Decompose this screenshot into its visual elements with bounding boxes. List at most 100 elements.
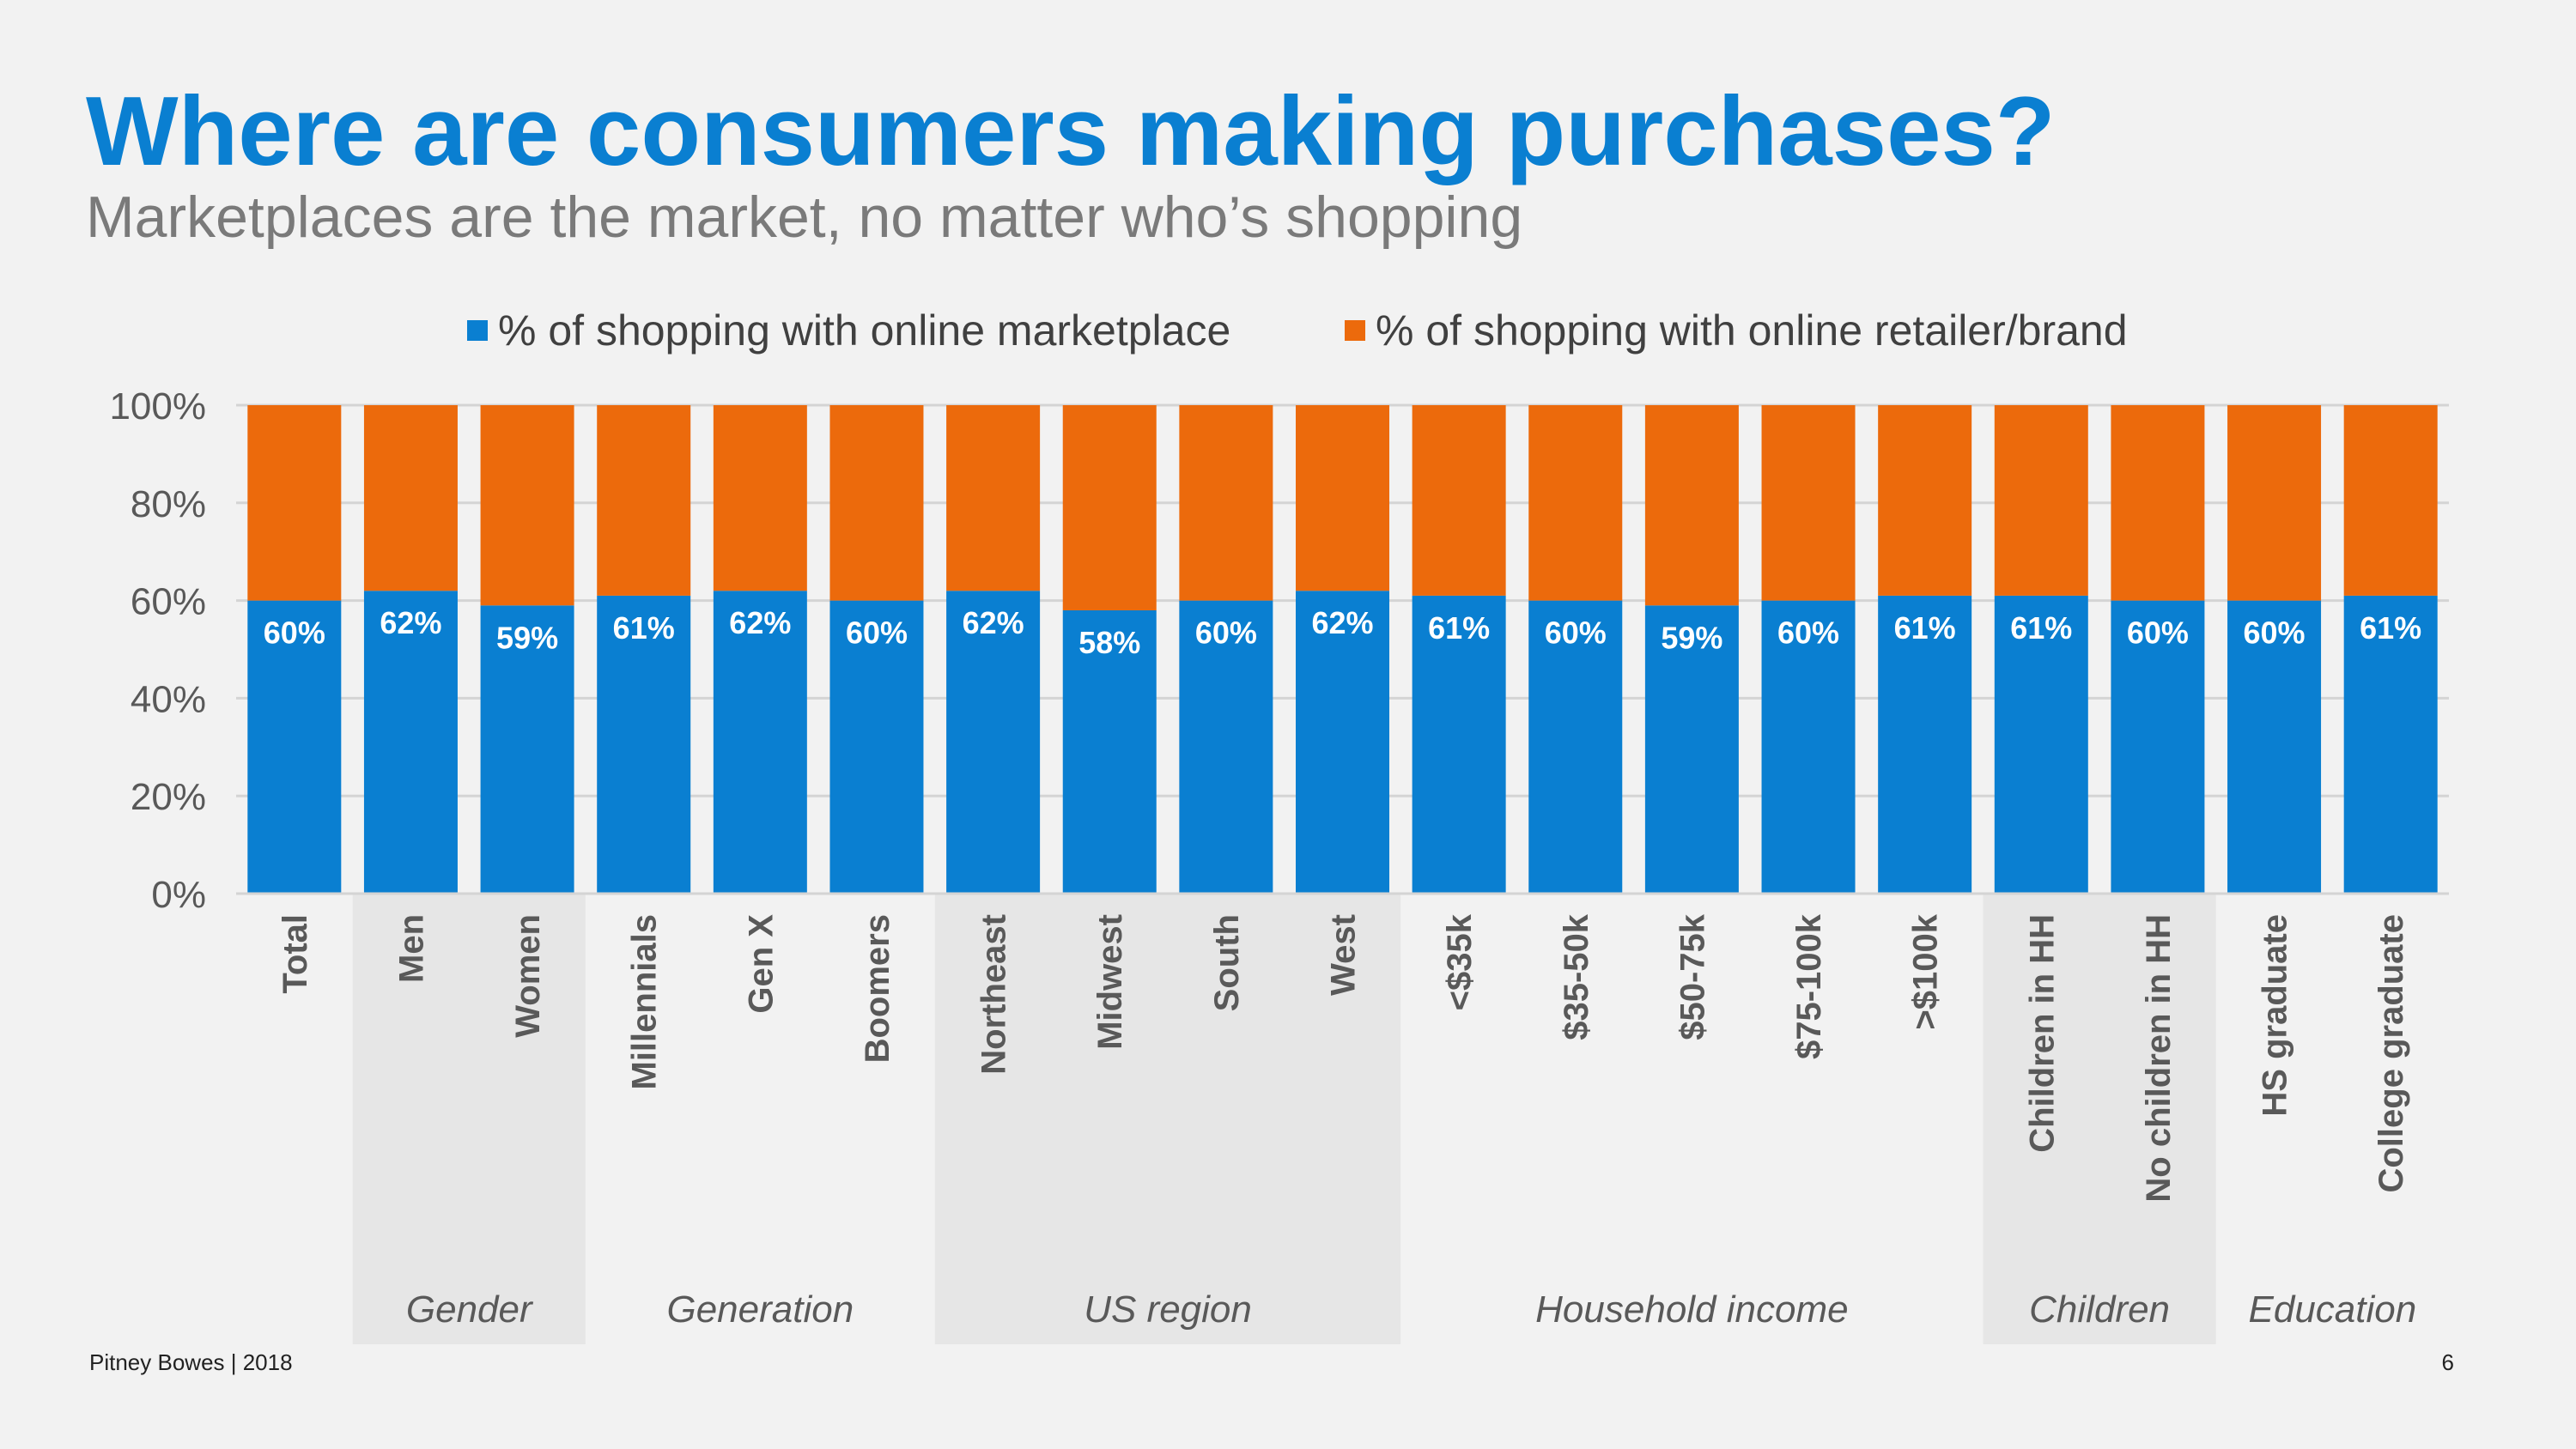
legend-label-marketplace: % of shopping with online marketplace [498, 306, 1231, 355]
x-tick-label: Children in HH [2023, 914, 2061, 1153]
bar-marketplace [363, 591, 458, 894]
bar-retailer [1179, 405, 1273, 601]
data-label: 60% [2127, 615, 2189, 651]
y-tick-label: 60% [131, 581, 206, 623]
bar-marketplace [2343, 595, 2438, 894]
bar-retailer [1412, 405, 1506, 596]
group-band-1 [352, 894, 586, 1344]
bar-marketplace [1761, 600, 1856, 894]
bar-retailer [713, 405, 807, 591]
data-label: 60% [846, 615, 908, 651]
bar-marketplace [247, 600, 342, 894]
group-label: Gender [406, 1288, 534, 1331]
bar-marketplace [2111, 600, 2205, 894]
bar-marketplace [1062, 609, 1157, 894]
data-label: 60% [2244, 615, 2306, 651]
data-label: 60% [1777, 615, 1839, 651]
data-label: 58% [1078, 625, 1140, 660]
bar-marketplace [480, 605, 574, 894]
data-label: 62% [963, 605, 1024, 640]
data-label: 62% [1311, 605, 1373, 640]
x-tick-label: <$35k [1441, 913, 1479, 1010]
bar-marketplace [1994, 595, 2088, 894]
bar-marketplace [2227, 600, 2322, 894]
x-tick-label: Millennials [626, 914, 664, 1090]
bar-retailer [2227, 405, 2322, 601]
x-tick-label: >$100k [1907, 913, 1945, 1029]
group-band-3 [934, 894, 1401, 1344]
x-tick-label: Midwest [1091, 914, 1129, 1050]
data-label: 60% [1195, 615, 1257, 651]
bar-marketplace [1412, 595, 1506, 894]
x-tick-label: Women [509, 914, 547, 1038]
bar-retailer [363, 405, 458, 591]
legend-swatch-retailer [1345, 320, 1365, 341]
data-label: 61% [1894, 610, 1956, 646]
legend-item-retailer: % of shopping with online retailer/brand [1345, 306, 2128, 355]
bar-marketplace [946, 591, 1041, 894]
x-tick-label: Total [276, 914, 314, 994]
group-band-5 [1983, 894, 2216, 1344]
x-tick-label: $50-75k [1674, 913, 1711, 1040]
bar-marketplace [597, 595, 691, 894]
bar-retailer [1761, 405, 1856, 601]
bar-marketplace [1878, 595, 1972, 894]
x-tick-label: College graduate [2372, 914, 2410, 1193]
y-tick-label: 0% [151, 874, 206, 916]
y-tick-label: 80% [131, 483, 206, 525]
x-tick-label: Northeast [975, 914, 1013, 1075]
bar-retailer [1644, 405, 1739, 606]
x-tick-label: $35-50k [1558, 913, 1595, 1040]
bar-marketplace [1296, 591, 1389, 894]
data-label: 60% [264, 615, 325, 651]
y-tick-label: 40% [131, 678, 206, 720]
bar-retailer [1878, 405, 1972, 596]
x-tick-label: HS graduate [2257, 914, 2294, 1117]
data-label: 62% [380, 605, 441, 640]
bar-retailer [2343, 405, 2438, 596]
group-label: Education [2249, 1288, 2417, 1331]
bar-marketplace [1528, 600, 1623, 894]
y-tick-label: 20% [131, 776, 206, 818]
legend-swatch-marketplace [467, 320, 488, 341]
x-tick-label: Boomers [859, 914, 896, 1063]
x-tick-label: No children in HH [2140, 914, 2178, 1203]
group-label: Generation [666, 1288, 854, 1331]
footer-source: Pitney Bowes | 2018 [89, 1349, 293, 1375]
bar-retailer [1994, 405, 2088, 596]
x-tick-label: Men [392, 914, 430, 983]
data-label: 61% [1428, 610, 1490, 646]
bar-marketplace [829, 600, 924, 894]
data-label: 61% [2010, 610, 2072, 646]
bar-retailer [480, 405, 574, 606]
footer-page-number: 6 [2441, 1349, 2454, 1375]
bar-retailer [1296, 405, 1389, 591]
bar-retailer [829, 405, 924, 601]
group-band-6 [2215, 894, 2449, 1344]
data-label: 59% [1661, 620, 1722, 655]
bar-retailer [597, 405, 691, 596]
data-label: 60% [1545, 615, 1607, 651]
bar-retailer [946, 405, 1041, 591]
x-tick-label: Gen X [742, 914, 780, 1014]
x-tick-label: West [1325, 914, 1363, 996]
x-tick-label: $75-100k [1790, 913, 1828, 1059]
chart-legend: % of shopping with online marketplace % … [0, 306, 2576, 357]
legend-label-retailer: % of shopping with online retailer/brand [1376, 306, 2128, 355]
bar-marketplace [1179, 600, 1273, 894]
page-title: Where are consumers making purchases? [86, 77, 2056, 186]
group-band-4 [1400, 894, 1984, 1344]
y-tick-label: 100% [109, 385, 206, 427]
data-label: 61% [2360, 610, 2421, 646]
bar-marketplace [1644, 605, 1739, 894]
bar-marketplace [713, 591, 807, 894]
data-label: 61% [613, 610, 675, 646]
group-label: Household income [1535, 1288, 1848, 1331]
group-label: US region [1084, 1288, 1252, 1331]
bar-retailer [1062, 405, 1157, 610]
data-label: 59% [496, 620, 558, 655]
group-label: Children [2029, 1288, 2170, 1331]
bar-retailer [247, 405, 342, 601]
data-label: 62% [729, 605, 791, 640]
